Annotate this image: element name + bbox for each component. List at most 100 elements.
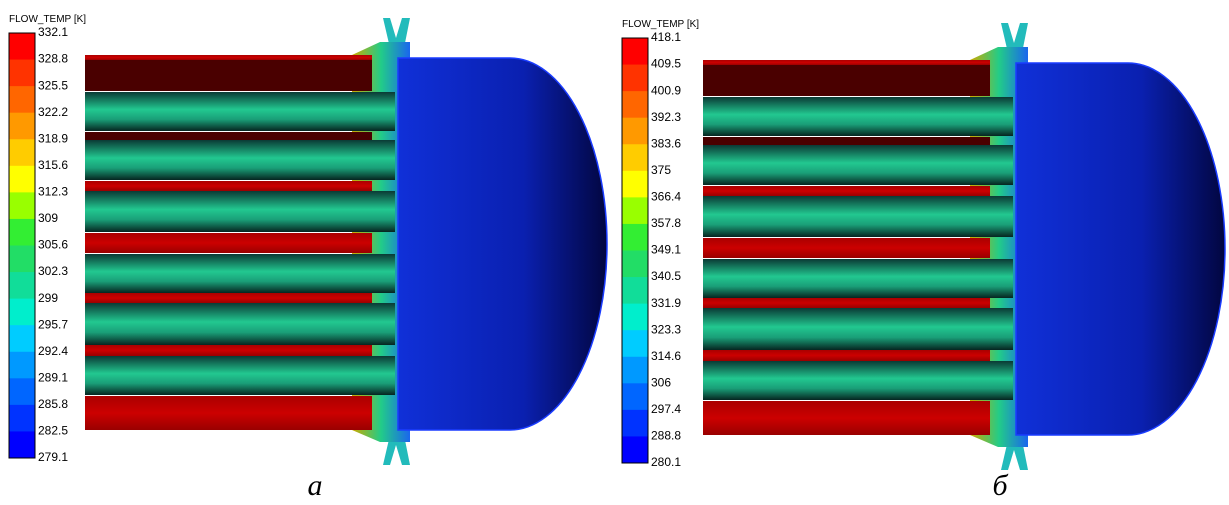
colorbar-band [622,410,648,437]
colorbar-band [9,192,35,219]
colorbar-label: 328.8 [38,52,68,66]
colorbar-band [622,197,648,224]
colorbar-label: 288.8 [651,429,681,443]
colorbar-band [9,113,35,140]
tube-row [703,308,1013,350]
tube-row [85,92,395,131]
colorbar-band [9,378,35,405]
colorbar-label: 314.6 [651,349,681,363]
colorbar-band [622,304,648,331]
tube-row [85,60,372,91]
colorbar-label: 299 [38,291,58,305]
caption: б [992,469,1008,502]
colorbar-band [9,139,35,166]
colorbar-band [622,436,648,463]
colorbar-label: 392.3 [651,110,681,124]
tube-row [85,345,372,356]
tube-row [85,191,395,232]
tube-row [703,361,1013,400]
colorbar-label: 323.3 [651,322,681,336]
tube-row [703,60,990,65]
colorbar-label: 375 [651,163,671,177]
colorbar-band [622,38,648,65]
colorbar-label: 318.9 [38,131,68,145]
colorbar-band [9,60,35,87]
colorbar-label: 306 [651,375,671,389]
colorbar-label: 349.1 [651,243,681,257]
tube-row [85,303,395,345]
tube-row [703,97,1013,136]
tube-row [85,181,372,191]
colorbar-band [622,118,648,145]
colorbar-band [9,86,35,113]
tube-row [703,186,990,196]
model [703,23,1225,470]
tube-row [85,293,372,303]
tube-row [703,65,990,96]
colorbar-band [622,357,648,384]
tube-row [703,238,990,258]
tube-row [703,145,1013,185]
colorbar-label: 312.3 [38,185,68,199]
colorbar-label: 325.5 [38,78,68,92]
model [85,18,607,465]
colorbar-label: 279.1 [38,450,68,464]
colorbar-label: 332.1 [38,25,68,39]
colorbar-label: 315.6 [38,158,68,172]
tube-row [85,396,372,430]
colorbar-label: 366.4 [651,190,681,204]
colorbar-label: 297.4 [651,402,681,416]
colorbar-band [9,325,35,352]
colorbar-band [9,33,35,60]
tube-row [703,259,1013,298]
colorbar-band [622,383,648,410]
tube-row [703,401,990,435]
colorbar-band [622,277,648,304]
colorbar-label: 357.8 [651,216,681,230]
colorbar-band [9,166,35,193]
colorbar-band [9,246,35,273]
tube-row [85,356,395,395]
colorbar-label: 282.5 [38,424,68,438]
colorbar-band [622,65,648,92]
colorbar-band [9,272,35,299]
colorbar-band [622,251,648,278]
colorbar-band [622,91,648,118]
colorbar-label: 331.9 [651,296,681,310]
colorbar-band [9,405,35,432]
colorbar-label: 305.6 [38,238,68,252]
colorbar-band [9,299,35,326]
colorbar-band [622,171,648,198]
colorbar-band [9,219,35,246]
tube-row [703,196,1013,237]
colorbar-label: 302.3 [38,264,68,278]
figure: FLOW_TEMP [K]332.1328.8325.5322.2318.931… [0,0,1229,505]
legend-title: FLOW_TEMP [K] [9,14,86,25]
tube-row [703,137,990,145]
colorbar-band [9,431,35,458]
colorbar-label: 418.1 [651,30,681,44]
colorbar-label: 292.4 [38,344,68,358]
caption: а [308,469,323,502]
colorbar-label: 383.6 [651,136,681,150]
header-dome [398,58,607,430]
colorbar-label: 280.1 [651,455,681,469]
colorbar-band [622,224,648,251]
tube-row [85,233,372,253]
colorbar-band [622,330,648,357]
header-dome [1016,63,1225,435]
tube-row [85,132,372,140]
colorbar-label: 295.7 [38,317,68,331]
tube-row [703,350,990,361]
colorbar-label: 309 [38,211,58,225]
colorbar-label: 322.2 [38,105,68,119]
legend-title: FLOW_TEMP [K] [622,19,699,30]
tube-row [85,55,372,60]
colorbar-label: 340.5 [651,269,681,283]
tube-row [703,298,990,308]
colorbar-label: 285.8 [38,397,68,411]
colorbar-label: 409.5 [651,57,681,71]
tube-row [85,254,395,293]
colorbar-label: 400.9 [651,83,681,97]
tube-row [85,140,395,180]
